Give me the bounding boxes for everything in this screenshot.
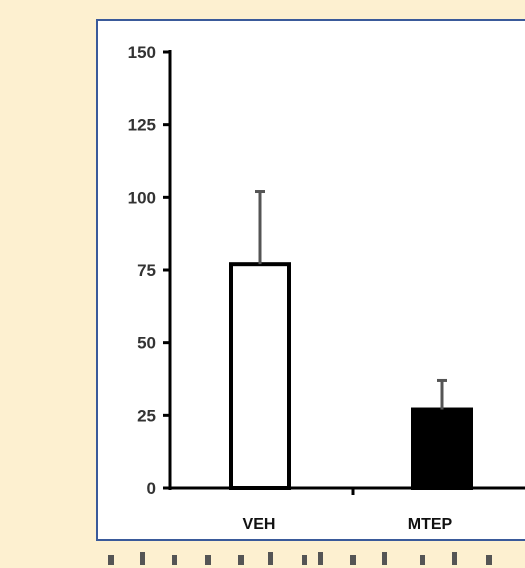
y-tick-label: 25 [137,406,156,425]
caption-fragment [108,552,492,565]
error-bars [255,190,447,410]
cropped-caption-strip [0,551,525,568]
bar-mtep [411,407,473,490]
bars [229,262,473,491]
y-tick-label: 75 [137,261,156,280]
y-tick-label: 125 [128,116,156,135]
x-category-label: MTEP [408,516,453,533]
bar-veh [229,262,291,491]
y-axis-ticks: 0 25 50 75 100 125 150 [128,43,170,498]
y-tick-label: 150 [128,43,156,62]
x-category-label: VEH [243,516,276,533]
y-tick-label: 0 [147,479,156,498]
x-axis-labels: VEH MTEP [243,516,453,533]
y-tick-label: 50 [137,334,156,353]
y-tick-label: 100 [128,188,156,207]
